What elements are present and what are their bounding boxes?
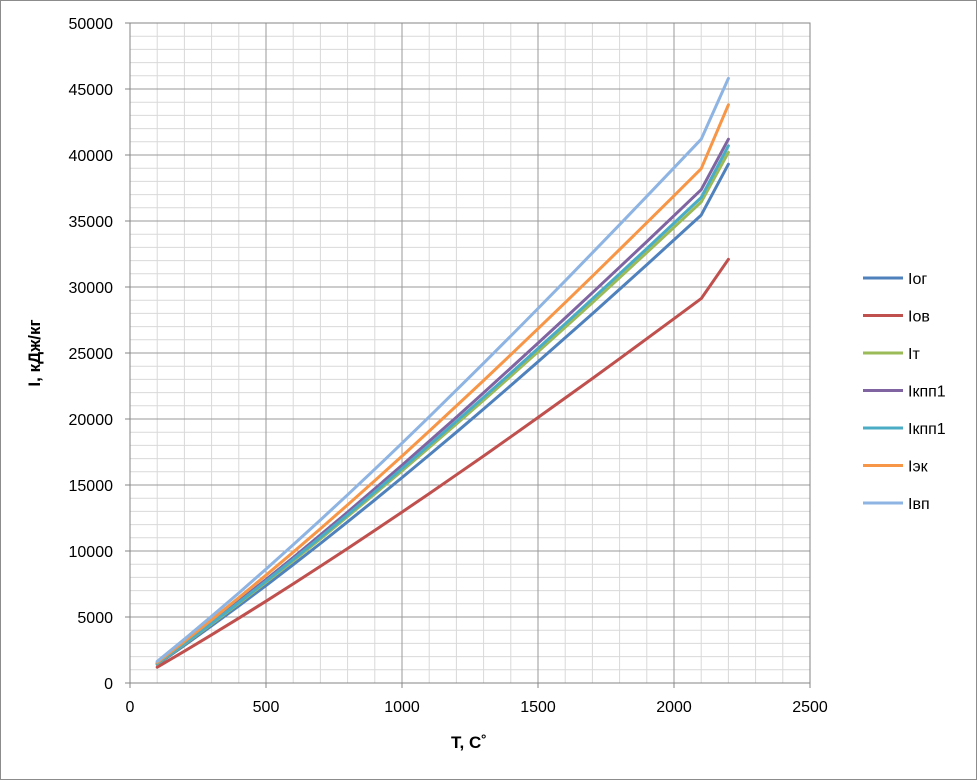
x-tick-label: 2000 bbox=[656, 699, 692, 716]
legend-label: Iог bbox=[908, 271, 927, 288]
legend-label: Iов bbox=[908, 309, 930, 326]
y-tick-label: 40000 bbox=[69, 148, 114, 165]
x-axis-ticks: 0 500 1000 1500 2000 2500 bbox=[126, 683, 828, 716]
x-tick-label: 1000 bbox=[384, 699, 420, 716]
series-line-4 bbox=[155, 137, 730, 665]
y-tick-label: 30000 bbox=[69, 280, 114, 297]
y-tick-label: 15000 bbox=[69, 478, 114, 495]
series-line-6 bbox=[155, 103, 730, 664]
x-tick-label: 0 bbox=[126, 699, 135, 716]
y-tick-label: 10000 bbox=[69, 544, 114, 561]
series-line-3 bbox=[155, 150, 730, 666]
y-tick-label: 50000 bbox=[69, 16, 114, 33]
legend-label: Iэк bbox=[908, 459, 929, 476]
series-line-5 bbox=[155, 144, 730, 666]
y-tick-label: 20000 bbox=[69, 412, 114, 429]
legend-label: Iвп bbox=[908, 496, 930, 513]
y-tick-label: 0 bbox=[104, 676, 113, 693]
x-tick-label: 500 bbox=[253, 699, 280, 716]
y-tick-label: 35000 bbox=[69, 214, 114, 231]
series-line-2 bbox=[155, 257, 730, 669]
x-tick-label: 2500 bbox=[792, 699, 828, 716]
legend-label: Iкпп1 bbox=[908, 384, 946, 401]
x-axis-title: T, C˚ bbox=[451, 733, 487, 752]
x-tick-label: 1500 bbox=[520, 699, 556, 716]
y-axis-ticks: 0 5000 10000 15000 20000 25000 30000 35000 40000… bbox=[69, 16, 130, 693]
y-tick-label: 25000 bbox=[69, 346, 114, 363]
series-line-7 bbox=[155, 76, 730, 663]
legend-label: Iкпп1 bbox=[908, 421, 946, 438]
series-line-1 bbox=[155, 162, 730, 666]
y-axis-title: I, кДж/кг bbox=[25, 319, 44, 386]
series-lines bbox=[155, 76, 730, 669]
legend: Iог Iов Iт Iкпп1 Iкпп1 Iэк Iвп bbox=[863, 271, 946, 513]
legend-label: Iт bbox=[908, 346, 920, 363]
y-tick-label: 45000 bbox=[69, 82, 114, 99]
y-tick-label: 5000 bbox=[77, 610, 113, 627]
